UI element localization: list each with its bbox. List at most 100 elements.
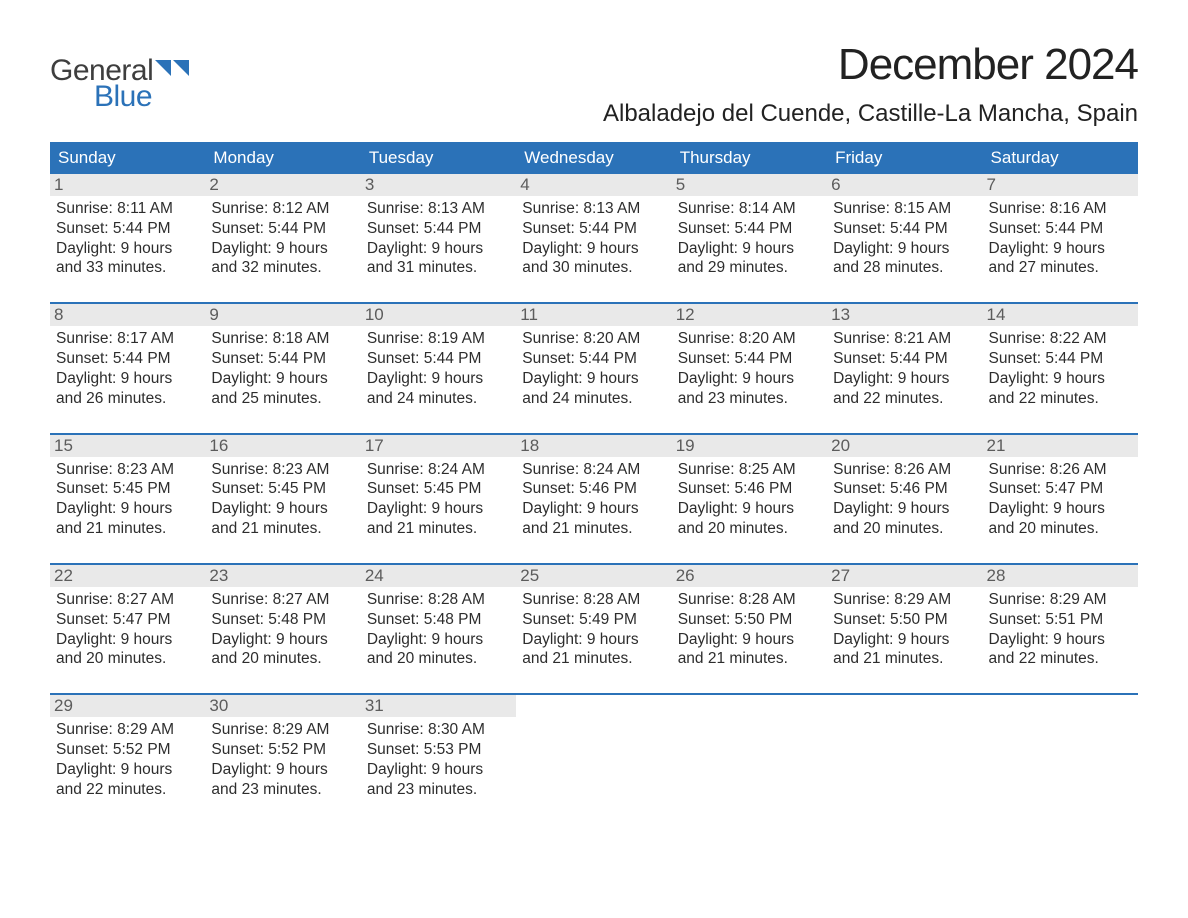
weekday-header: Thursday (672, 142, 827, 174)
day-number: 26 (672, 565, 827, 587)
logo-flag-icon (155, 60, 189, 85)
sunset-text: Sunset: 5:46 PM (676, 479, 823, 499)
daylight-text: Daylight: 9 hours (831, 239, 978, 259)
daylight-text: Daylight: 9 hours (987, 499, 1134, 519)
day-number: 10 (361, 304, 516, 326)
calendar-table: SundayMondayTuesdayWednesdayThursdayFrid… (50, 142, 1138, 806)
sunset-text: Sunset: 5:52 PM (54, 740, 201, 760)
day-number: 14 (983, 304, 1138, 326)
daylight-text: and 25 minutes. (209, 389, 356, 409)
daylight-text: Daylight: 9 hours (831, 630, 978, 650)
sunrise-text: Sunrise: 8:22 AM (987, 329, 1134, 349)
sunrise-text: Sunrise: 8:26 AM (987, 460, 1134, 480)
daylight-text: and 32 minutes. (209, 258, 356, 278)
calendar-day: 31Sunrise: 8:30 AMSunset: 5:53 PMDayligh… (361, 695, 516, 805)
daylight-text: Daylight: 9 hours (365, 760, 512, 780)
calendar-day: 8Sunrise: 8:17 AMSunset: 5:44 PMDaylight… (50, 304, 205, 414)
calendar-day: 20Sunrise: 8:26 AMSunset: 5:46 PMDayligh… (827, 435, 982, 545)
calendar-day: 22Sunrise: 8:27 AMSunset: 5:47 PMDayligh… (50, 565, 205, 675)
daylight-text: Daylight: 9 hours (831, 369, 978, 389)
sunset-text: Sunset: 5:48 PM (365, 610, 512, 630)
sunrise-text: Sunrise: 8:23 AM (54, 460, 201, 480)
weekday-header: Friday (827, 142, 982, 174)
sunrise-text: Sunrise: 8:18 AM (209, 329, 356, 349)
sunrise-text: Sunrise: 8:27 AM (54, 590, 201, 610)
day-number: 9 (205, 304, 360, 326)
daylight-text: and 24 minutes. (520, 389, 667, 409)
day-number: 11 (516, 304, 671, 326)
weekday-header: Wednesday (516, 142, 671, 174)
daylight-text: Daylight: 9 hours (365, 630, 512, 650)
sunset-text: Sunset: 5:51 PM (987, 610, 1134, 630)
daylight-text: Daylight: 9 hours (520, 630, 667, 650)
calendar-day: 29Sunrise: 8:29 AMSunset: 5:52 PMDayligh… (50, 695, 205, 805)
sunset-text: Sunset: 5:53 PM (365, 740, 512, 760)
daylight-text: and 21 minutes. (520, 649, 667, 669)
daylight-text: Daylight: 9 hours (676, 630, 823, 650)
sunset-text: Sunset: 5:44 PM (54, 349, 201, 369)
calendar-day: 26Sunrise: 8:28 AMSunset: 5:50 PMDayligh… (672, 565, 827, 675)
calendar-day: 28Sunrise: 8:29 AMSunset: 5:51 PMDayligh… (983, 565, 1138, 675)
calendar-day: 16Sunrise: 8:23 AMSunset: 5:45 PMDayligh… (205, 435, 360, 545)
daylight-text: and 20 minutes. (676, 519, 823, 539)
sunrise-text: Sunrise: 8:19 AM (365, 329, 512, 349)
day-number: 8 (50, 304, 205, 326)
calendar-day: 18Sunrise: 8:24 AMSunset: 5:46 PMDayligh… (516, 435, 671, 545)
calendar-day: 10Sunrise: 8:19 AMSunset: 5:44 PMDayligh… (361, 304, 516, 414)
sunset-text: Sunset: 5:45 PM (365, 479, 512, 499)
daylight-text: Daylight: 9 hours (209, 499, 356, 519)
day-number: 30 (205, 695, 360, 717)
sunset-text: Sunset: 5:44 PM (831, 349, 978, 369)
day-number: 6 (827, 174, 982, 196)
sunrise-text: Sunrise: 8:15 AM (831, 199, 978, 219)
day-number: 16 (205, 435, 360, 457)
daylight-text: and 20 minutes. (987, 519, 1134, 539)
day-number: 20 (827, 435, 982, 457)
daylight-text: and 28 minutes. (831, 258, 978, 278)
day-number: 23 (205, 565, 360, 587)
daylight-text: and 20 minutes. (831, 519, 978, 539)
sunset-text: Sunset: 5:44 PM (987, 349, 1134, 369)
daylight-text: Daylight: 9 hours (209, 760, 356, 780)
sunrise-text: Sunrise: 8:23 AM (209, 460, 356, 480)
daylight-text: and 20 minutes. (209, 649, 356, 669)
daylight-text: Daylight: 9 hours (831, 499, 978, 519)
sunrise-text: Sunrise: 8:28 AM (520, 590, 667, 610)
day-number: 28 (983, 565, 1138, 587)
calendar-day: 27Sunrise: 8:29 AMSunset: 5:50 PMDayligh… (827, 565, 982, 675)
daylight-text: Daylight: 9 hours (520, 239, 667, 259)
daylight-text: Daylight: 9 hours (365, 499, 512, 519)
sunrise-text: Sunrise: 8:21 AM (831, 329, 978, 349)
sunrise-text: Sunrise: 8:16 AM (987, 199, 1134, 219)
daylight-text: Daylight: 9 hours (676, 369, 823, 389)
sunset-text: Sunset: 5:52 PM (209, 740, 356, 760)
daylight-text: Daylight: 9 hours (54, 630, 201, 650)
sunset-text: Sunset: 5:44 PM (365, 349, 512, 369)
logo-blue-text: Blue (94, 80, 152, 114)
daylight-text: Daylight: 9 hours (987, 369, 1134, 389)
day-number: 3 (361, 174, 516, 196)
daylight-text: and 22 minutes. (987, 389, 1134, 409)
day-number: 27 (827, 565, 982, 587)
daylight-text: and 23 minutes. (676, 389, 823, 409)
calendar-day: 5Sunrise: 8:14 AMSunset: 5:44 PMDaylight… (672, 174, 827, 284)
sunset-text: Sunset: 5:44 PM (987, 219, 1134, 239)
sunrise-text: Sunrise: 8:28 AM (365, 590, 512, 610)
sunrise-text: Sunrise: 8:24 AM (365, 460, 512, 480)
calendar-day (827, 695, 982, 805)
daylight-text: and 30 minutes. (520, 258, 667, 278)
daylight-text: Daylight: 9 hours (209, 630, 356, 650)
daylight-text: and 33 minutes. (54, 258, 201, 278)
sunrise-text: Sunrise: 8:28 AM (676, 590, 823, 610)
sunset-text: Sunset: 5:48 PM (209, 610, 356, 630)
daylight-text: and 20 minutes. (54, 649, 201, 669)
calendar-day: 30Sunrise: 8:29 AMSunset: 5:52 PMDayligh… (205, 695, 360, 805)
sunset-text: Sunset: 5:44 PM (676, 349, 823, 369)
sunset-text: Sunset: 5:46 PM (520, 479, 667, 499)
sunrise-text: Sunrise: 8:13 AM (520, 199, 667, 219)
daylight-text: and 21 minutes. (365, 519, 512, 539)
calendar-day: 21Sunrise: 8:26 AMSunset: 5:47 PMDayligh… (983, 435, 1138, 545)
location-subtitle: Albaladejo del Cuende, Castille-La Manch… (603, 100, 1138, 128)
daylight-text: Daylight: 9 hours (987, 239, 1134, 259)
day-number: 21 (983, 435, 1138, 457)
